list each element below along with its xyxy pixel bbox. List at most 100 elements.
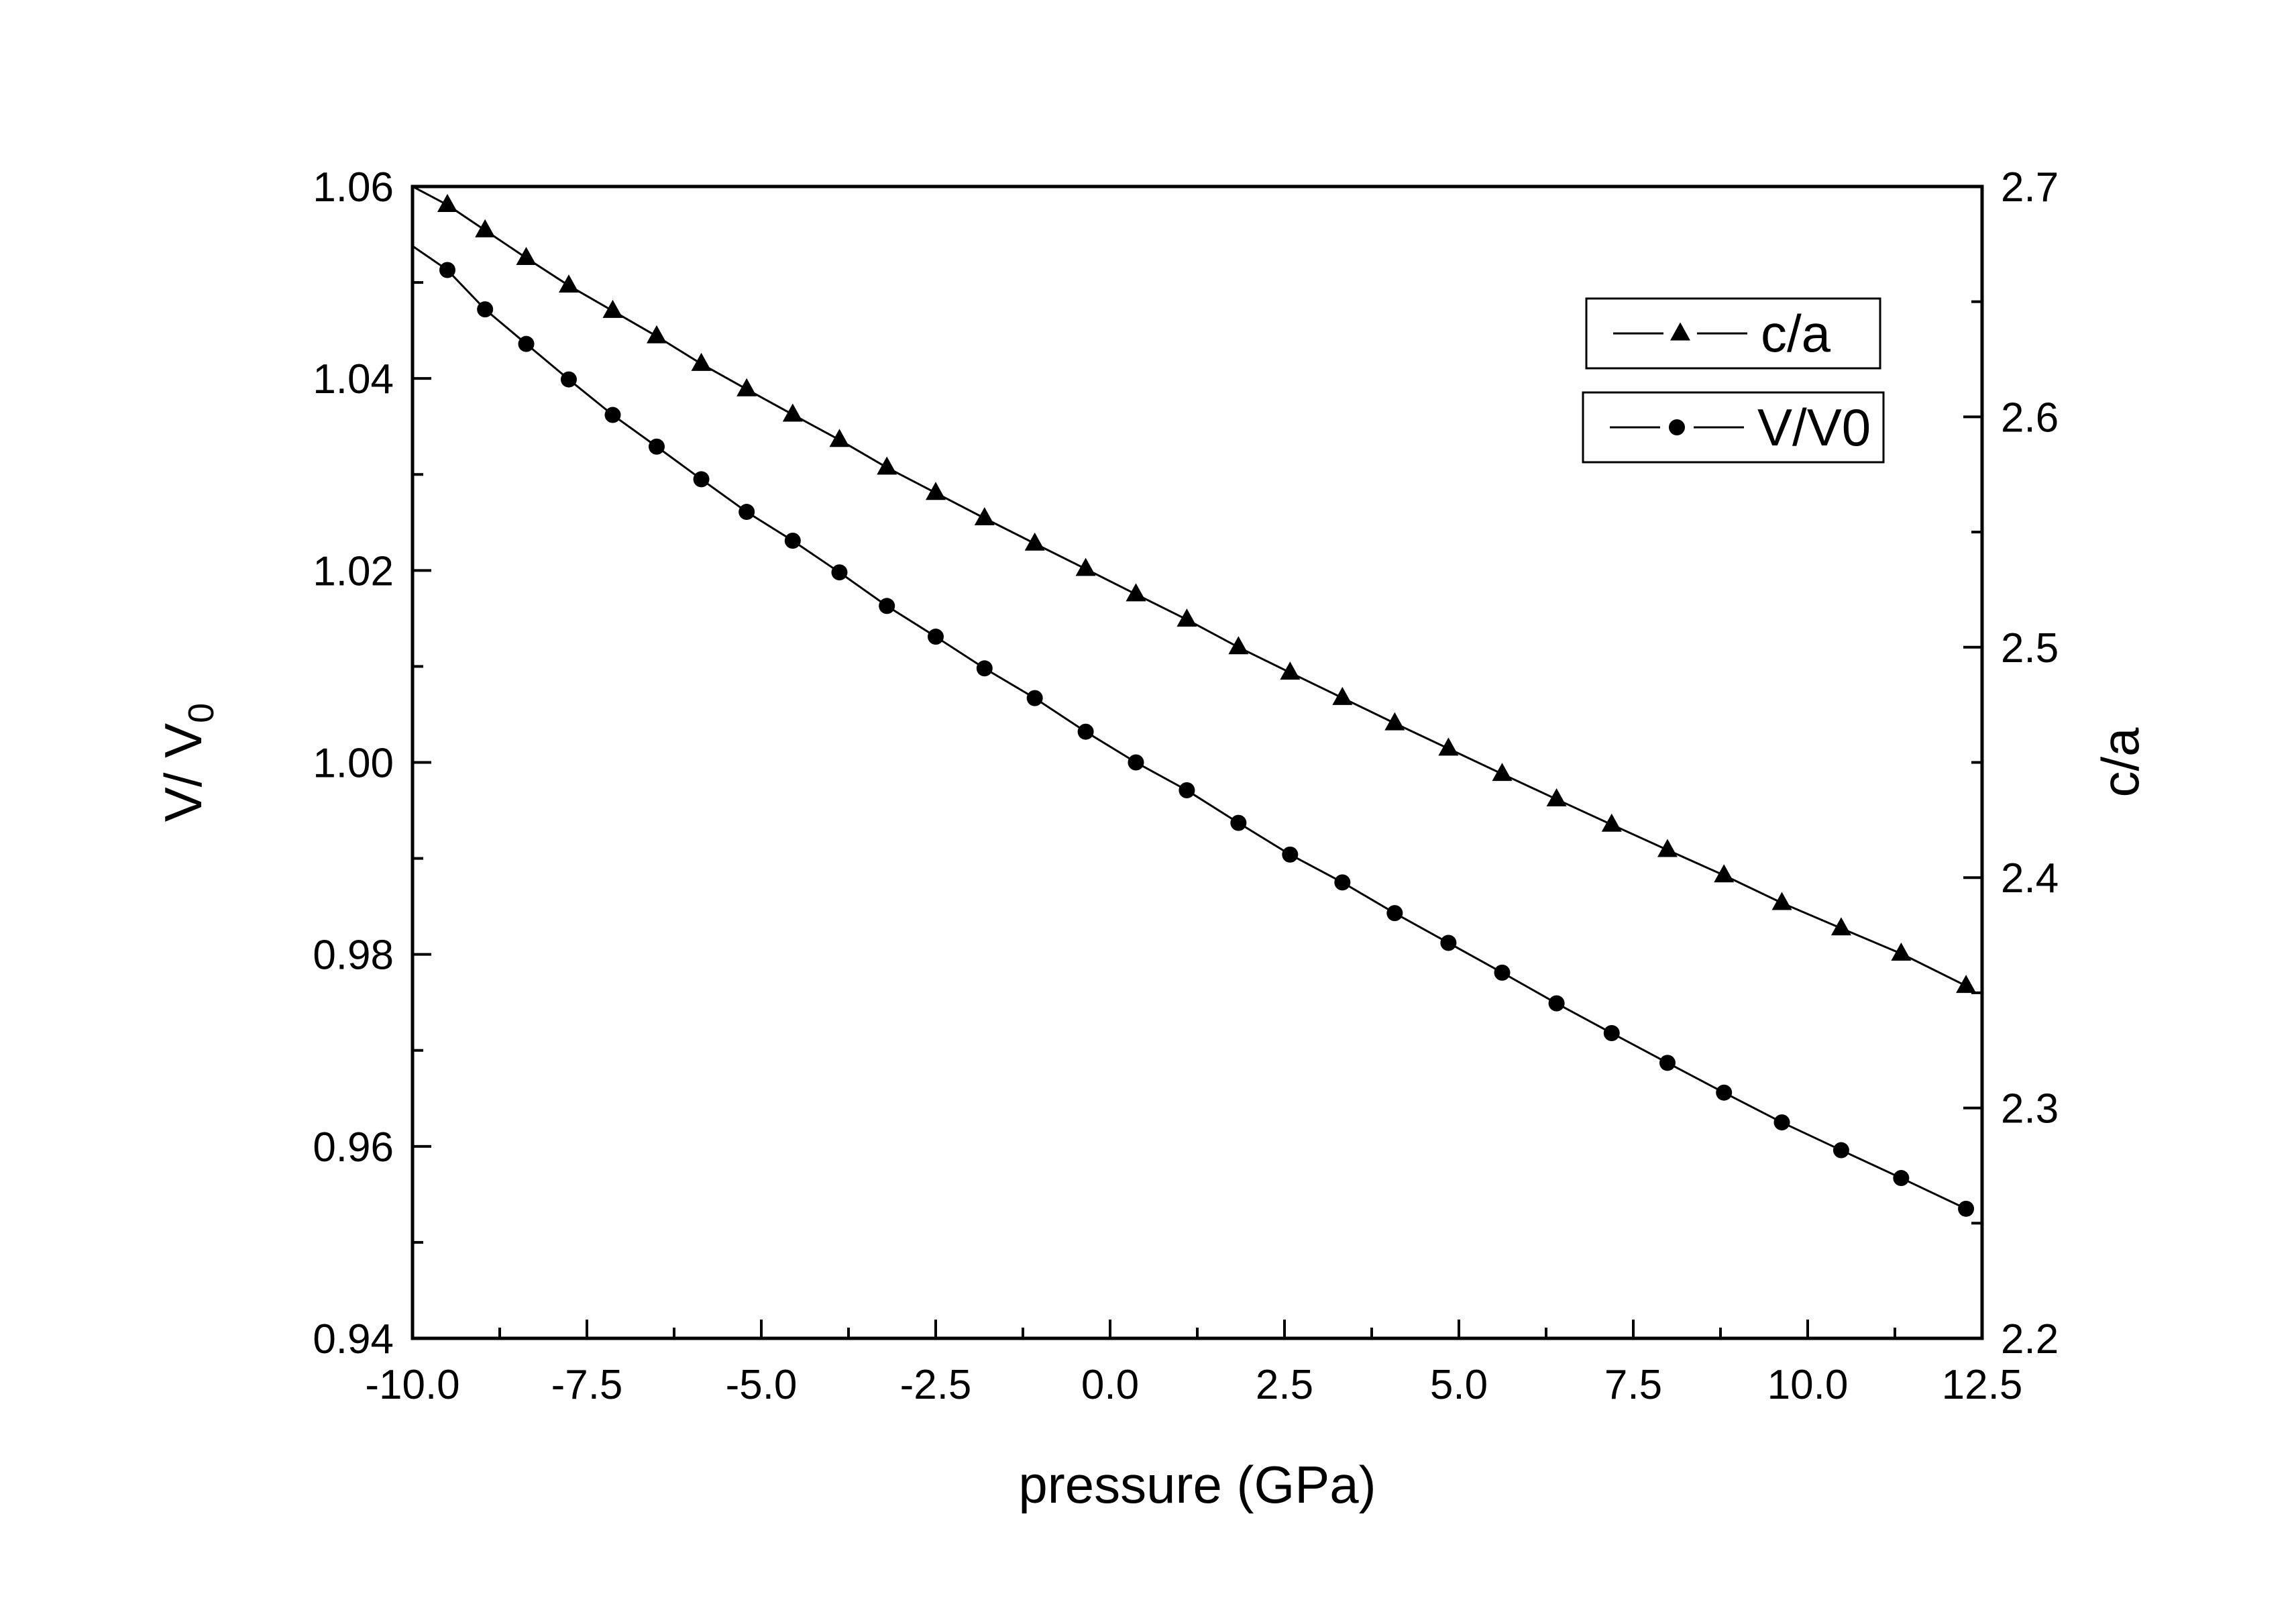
y-left-tick-label: 0.98 (313, 932, 394, 979)
x-tick-label: -10.0 (365, 1362, 459, 1408)
y-left-axis-title-subscript: 0 (181, 703, 221, 723)
x-axis-title: pressure (GPa) (1018, 1455, 1376, 1514)
y-right-tick-label: 2.2 (2001, 1316, 2059, 1362)
data-point-v-v0 (1893, 1170, 1910, 1187)
data-point-v-v0 (1026, 690, 1043, 706)
data-point-v-v0 (1659, 1055, 1676, 1071)
y-left-tick-label: 0.94 (313, 1316, 394, 1362)
data-point-c-a (602, 299, 623, 318)
y-right-tick-label: 2.3 (2001, 1086, 2059, 1132)
data-point-v-v0 (439, 262, 455, 278)
data-point-v-v0 (1603, 1024, 1620, 1041)
x-tick-label: 7.5 (1604, 1362, 1662, 1408)
data-point-c-a (558, 274, 579, 293)
legend-item-c-a: c/a (1585, 297, 1881, 370)
data-point-c-a (1830, 917, 1851, 936)
data-point-v-v0 (928, 629, 944, 645)
legend-label-c-a: c/a (1761, 304, 1831, 363)
y-left-tick-label: 1.02 (313, 548, 394, 594)
x-tick-label: 12.5 (1942, 1362, 2023, 1408)
data-point-v-v0 (1958, 1200, 1975, 1217)
data-point-c-a (1714, 864, 1735, 883)
data-point-c-a (691, 352, 712, 371)
legend-label-v-v0: V/V0 (1757, 398, 1871, 457)
x-tick-label: -7.5 (551, 1362, 623, 1408)
data-point-v-v0 (477, 301, 494, 318)
data-point-c-a (1492, 763, 1513, 782)
series-v-v0 (412, 245, 1975, 1217)
data-point-c-a (926, 482, 946, 500)
data-point-v-v0 (1716, 1084, 1733, 1101)
data-point-c-a (475, 219, 496, 237)
data-point-c-a (782, 403, 803, 422)
data-point-v-v0 (518, 335, 535, 352)
data-point-v-v0 (784, 532, 801, 549)
data-point-c-a (1891, 943, 1912, 961)
data-point-c-a (1280, 661, 1301, 680)
data-point-v-v0 (739, 504, 755, 521)
y-left-axis-title-main: V/ V (154, 723, 213, 822)
data-point-c-a (1546, 788, 1567, 806)
legend: c/a V/V0 (1582, 297, 1885, 464)
data-point-c-a (1126, 583, 1146, 602)
y-left-tick-label: 1.06 (313, 164, 394, 211)
series-line-v-v0 (412, 245, 1967, 1210)
y-left-tick-label: 1.04 (313, 356, 394, 403)
data-point-v-v0 (1077, 723, 1094, 740)
data-point-v-v0 (1282, 846, 1299, 863)
data-point-c-a (829, 429, 850, 447)
data-point-v-v0 (1548, 995, 1565, 1012)
data-point-c-a (1024, 532, 1045, 551)
data-point-c-a (1601, 813, 1622, 832)
data-point-c-a (1075, 557, 1096, 576)
data-point-c-a (974, 506, 995, 525)
data-point-c-a (1177, 608, 1197, 627)
data-point-c-a (1384, 712, 1405, 731)
data-point-v-v0 (1773, 1114, 1790, 1131)
y-left-axis-ticks: 0.94 0.96 0.98 1.00 1.02 1.04 1.06 (313, 164, 431, 1362)
y-right-tick-label: 2.4 (2001, 855, 2059, 902)
data-point-v-v0 (1128, 754, 1144, 771)
data-point-c-a (877, 456, 897, 475)
data-point-c-a (1771, 892, 1792, 910)
y-left-tick-label: 0.96 (313, 1124, 394, 1171)
series-c-a (412, 185, 1977, 994)
x-axis-ticks: -10.0 -7.5 -5.0 -2.5 0.0 2.5 5.0 7.5 10.0 12.5 (365, 1320, 2022, 1408)
data-point-v-v0 (879, 598, 895, 614)
data-point-v-v0 (1494, 964, 1511, 981)
x-tick-label: 5.0 (1430, 1362, 1488, 1408)
data-point-v-v0 (649, 438, 665, 455)
data-point-c-a (1228, 636, 1249, 655)
data-point-v-v0 (693, 471, 710, 488)
data-point-c-a (1657, 839, 1678, 857)
y-right-tick-label: 2.5 (2001, 625, 2059, 672)
data-point-c-a (1438, 737, 1459, 756)
data-point-c-a (1332, 686, 1353, 705)
y-left-tick-label: 1.00 (313, 741, 394, 787)
data-point-v-v0 (1833, 1142, 1849, 1159)
y-right-tick-label: 2.6 (2001, 394, 2059, 441)
data-point-c-a (516, 246, 537, 265)
x-tick-label: -5.0 (726, 1362, 798, 1408)
y-right-axis-ticks: 2.2 2.3 2.4 2.5 2.6 2.7 (1963, 164, 2059, 1362)
data-point-c-a (1956, 975, 1977, 994)
y-right-tick-label: 2.7 (2001, 164, 2059, 211)
y-right-axis-title: c/a (2091, 727, 2150, 798)
x-tick-label: 0.0 (1081, 1362, 1139, 1408)
x-tick-label: 2.5 (1256, 1362, 1313, 1408)
data-point-v-v0 (1179, 782, 1195, 798)
legend-marker-c-a (1670, 322, 1690, 341)
data-point-c-a (437, 193, 457, 212)
data-point-v-v0 (604, 407, 621, 423)
data-point-c-a (647, 325, 667, 343)
x-tick-label: -2.5 (900, 1362, 972, 1408)
x-tick-label: 10.0 (1767, 1362, 1849, 1408)
data-point-v-v0 (831, 564, 848, 581)
data-point-c-a (736, 378, 757, 396)
data-point-v-v0 (1230, 814, 1247, 831)
data-point-v-v0 (560, 371, 577, 388)
data-point-v-v0 (1334, 874, 1351, 891)
data-point-v-v0 (976, 660, 993, 677)
